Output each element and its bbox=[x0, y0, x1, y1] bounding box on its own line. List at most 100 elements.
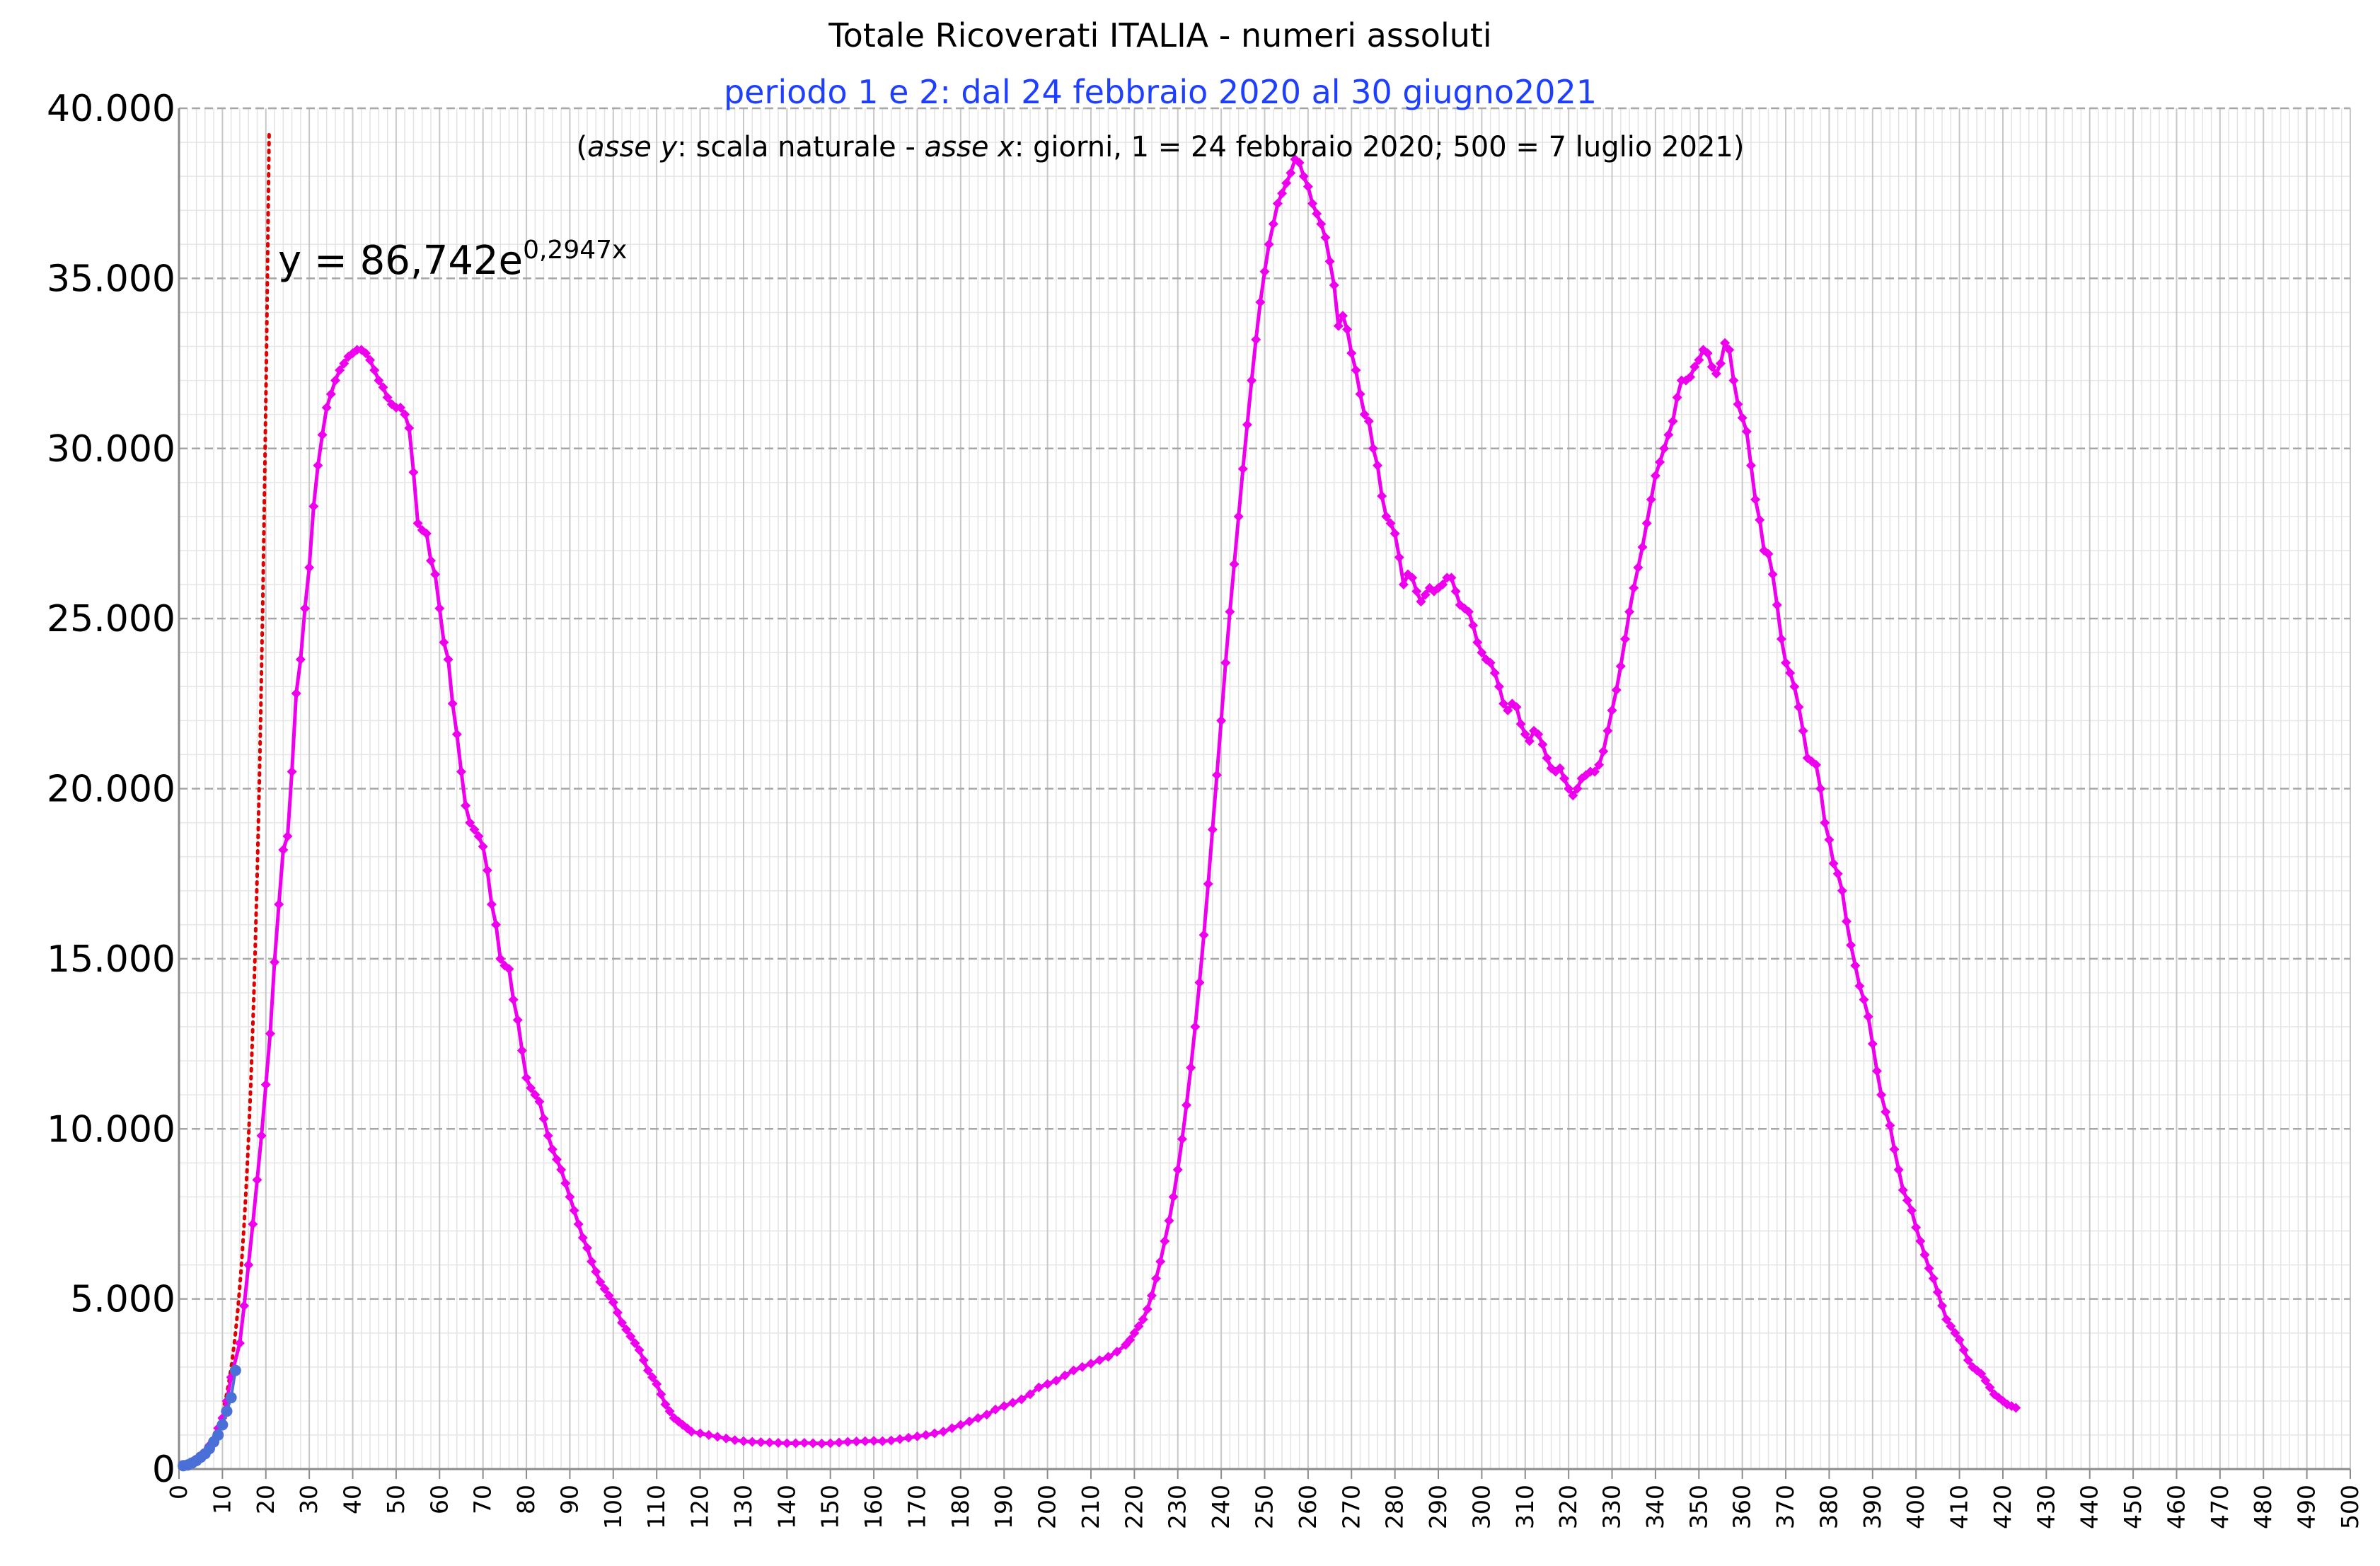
x-tick-label: 180 bbox=[947, 1485, 974, 1529]
y-tick-label: 20.000 bbox=[47, 768, 175, 811]
data-point bbox=[512, 1015, 523, 1025]
data-point bbox=[1394, 552, 1404, 563]
data-point bbox=[248, 1219, 258, 1229]
data-point bbox=[252, 1175, 262, 1185]
y-tick-label: 0 bbox=[152, 1449, 175, 1491]
x-tick-label: 260 bbox=[1294, 1485, 1322, 1529]
data-point bbox=[1146, 1290, 1157, 1301]
data-point bbox=[1871, 1066, 1882, 1076]
x-tick-label: 230 bbox=[1164, 1485, 1191, 1529]
data-point bbox=[1307, 198, 1318, 209]
data-point bbox=[270, 957, 280, 967]
data-point bbox=[1672, 392, 1682, 403]
data-point bbox=[1963, 1355, 1973, 1366]
data-point bbox=[382, 392, 393, 403]
data-point bbox=[478, 841, 488, 852]
data-point bbox=[356, 345, 366, 355]
x-tick-label: 460 bbox=[2162, 1485, 2190, 1529]
data-point bbox=[947, 1423, 957, 1434]
data-point bbox=[243, 1260, 254, 1270]
data-point bbox=[1946, 1321, 1956, 1332]
data-point bbox=[1194, 977, 1205, 988]
x-tick-label: 220 bbox=[1120, 1485, 1148, 1529]
data-point bbox=[1368, 443, 1378, 454]
x-tick-label: 500 bbox=[2336, 1485, 2364, 1529]
data-point bbox=[1619, 633, 1630, 644]
data-point bbox=[1985, 1382, 1995, 1393]
data-point bbox=[1468, 620, 1479, 631]
data-point bbox=[647, 1372, 658, 1383]
data-point bbox=[1798, 725, 1808, 736]
data-point bbox=[1745, 460, 1756, 471]
data-point bbox=[1177, 1134, 1187, 1144]
data-point bbox=[1385, 518, 1396, 529]
data-point bbox=[461, 800, 471, 811]
data-point bbox=[1846, 940, 1856, 950]
data-point bbox=[1650, 471, 1660, 481]
data-point bbox=[599, 1284, 610, 1294]
data-point bbox=[1668, 416, 1678, 427]
data-point bbox=[265, 1028, 275, 1039]
data-point bbox=[1767, 569, 1778, 580]
data-point bbox=[473, 831, 484, 841]
data-point bbox=[1277, 188, 1288, 199]
data-point bbox=[1324, 256, 1335, 267]
data-point bbox=[1520, 729, 1530, 739]
data-point bbox=[482, 865, 492, 875]
data-point bbox=[469, 824, 480, 835]
data-point bbox=[1359, 409, 1370, 420]
data-point bbox=[1720, 338, 1731, 348]
data-point bbox=[1203, 879, 1213, 889]
data-point bbox=[1885, 1120, 1895, 1131]
data-point bbox=[543, 1130, 553, 1141]
data-point bbox=[577, 1233, 588, 1243]
early-data-point bbox=[212, 1429, 224, 1441]
x-tick-labels: 0 10 20 30 40 50 60 70 80 90 100 110 120 130 140 150 160… bbox=[165, 1485, 2364, 1529]
data-point bbox=[1411, 586, 1422, 597]
data-point bbox=[1060, 1370, 1070, 1381]
data-point bbox=[721, 1433, 732, 1444]
data-point bbox=[1706, 362, 1717, 372]
x-tick-label: 110 bbox=[642, 1485, 670, 1529]
data-point bbox=[1907, 1205, 1917, 1216]
data-point bbox=[816, 1438, 827, 1449]
data-point bbox=[495, 953, 506, 964]
data-point bbox=[1420, 589, 1431, 600]
data-point bbox=[1363, 416, 1374, 427]
x-tick-label: 30 bbox=[295, 1485, 323, 1514]
data-point bbox=[1247, 375, 1257, 386]
data-point bbox=[300, 603, 311, 614]
data-point bbox=[843, 1437, 853, 1447]
data-point bbox=[1503, 705, 1513, 715]
early-data-point bbox=[229, 1364, 241, 1376]
early-data-point bbox=[225, 1392, 237, 1404]
data-point bbox=[430, 569, 441, 580]
data-point bbox=[603, 1290, 614, 1301]
y-tick-label: 35.000 bbox=[47, 258, 175, 300]
data-point bbox=[1337, 311, 1348, 321]
data-point bbox=[1494, 681, 1504, 692]
data-point bbox=[1728, 375, 1739, 386]
data-point bbox=[1564, 783, 1574, 794]
data-point bbox=[308, 501, 319, 512]
data-point bbox=[799, 1437, 809, 1448]
chart-subtitle: periodo 1 e 2: dal 24 febbraio 2020 al 3… bbox=[724, 73, 1597, 111]
x-tick-label: 350 bbox=[1685, 1485, 1712, 1529]
data-point bbox=[565, 1192, 575, 1202]
data-point bbox=[1264, 239, 1274, 250]
data-point bbox=[1820, 817, 1830, 828]
data-point bbox=[1186, 1062, 1196, 1073]
data-point bbox=[612, 1307, 623, 1318]
data-point bbox=[1832, 868, 1843, 879]
data-point bbox=[1954, 1335, 1965, 1345]
data-point bbox=[1702, 348, 1713, 359]
data-point bbox=[1511, 702, 1522, 713]
x-tick-label: 470 bbox=[2206, 1485, 2234, 1529]
x-tick-label: 120 bbox=[686, 1485, 714, 1529]
data-point bbox=[1637, 542, 1648, 553]
data-point bbox=[1103, 1352, 1114, 1362]
data-point bbox=[833, 1437, 844, 1448]
data-point bbox=[1524, 736, 1535, 747]
data-point bbox=[869, 1436, 879, 1446]
data-point bbox=[1689, 362, 1700, 372]
